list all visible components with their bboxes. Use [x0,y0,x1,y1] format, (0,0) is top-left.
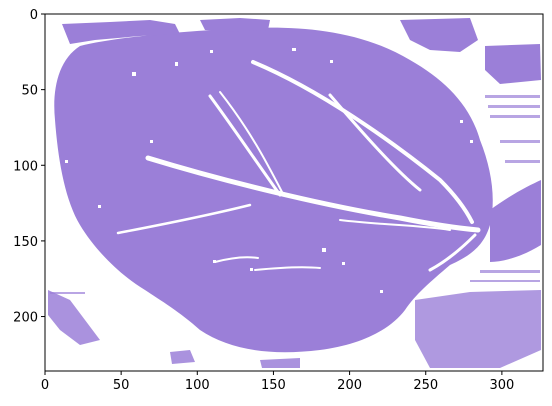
top-right-fringe-shape [200,18,270,32]
midrib-vein [145,155,481,233]
y-axis: 0 50 100 150 200 [13,8,45,326]
mask-image [45,14,543,371]
mask-holes [65,48,473,293]
y-tick-label: 100 [13,159,38,174]
x-tick-label: 150 [261,378,286,393]
x-tick-label: 100 [185,378,210,393]
upper-vein-b [208,94,282,197]
bottom-right-speckle-shape [415,290,541,368]
upper-vein-c [219,91,283,193]
upper-vein-d [328,93,422,192]
x-axis: 0 50 100 150 200 250 300 [41,371,514,393]
x-tick-label: 300 [489,378,514,393]
top-fringe-shape [62,20,180,44]
bottom-left-speckle-shape [48,290,100,345]
y-tick-label: 200 [13,311,38,326]
y-tick-label: 0 [30,8,38,23]
top-far-right-shape [400,18,478,52]
upper-vein-a [251,60,474,224]
leaf-veins [116,60,481,272]
lower-vein-d [214,256,259,263]
y-tick-label: 50 [21,84,38,99]
lower-vein-a [116,203,252,235]
axes-frame [44,13,544,372]
bottom-mid-fringe-shape [260,358,300,368]
x-tick-label: 250 [413,378,438,393]
x-tick-label: 50 [113,378,130,393]
lower-vein-c [254,266,321,271]
axes: 0 50 100 150 200 250 300 0 50 100 150 200 [13,8,544,393]
x-tick-label: 200 [337,378,362,393]
right-lower-lobe-shape [490,180,541,262]
bottom-center-fringe-shape [170,350,195,364]
lower-vein-b [339,219,451,231]
right-corner-blob-shape [485,44,541,84]
lower-right-vein [428,233,477,272]
y-tick-label: 150 [13,235,38,250]
right-edge-speckles [50,95,540,294]
x-tick-label: 0 [41,378,49,393]
